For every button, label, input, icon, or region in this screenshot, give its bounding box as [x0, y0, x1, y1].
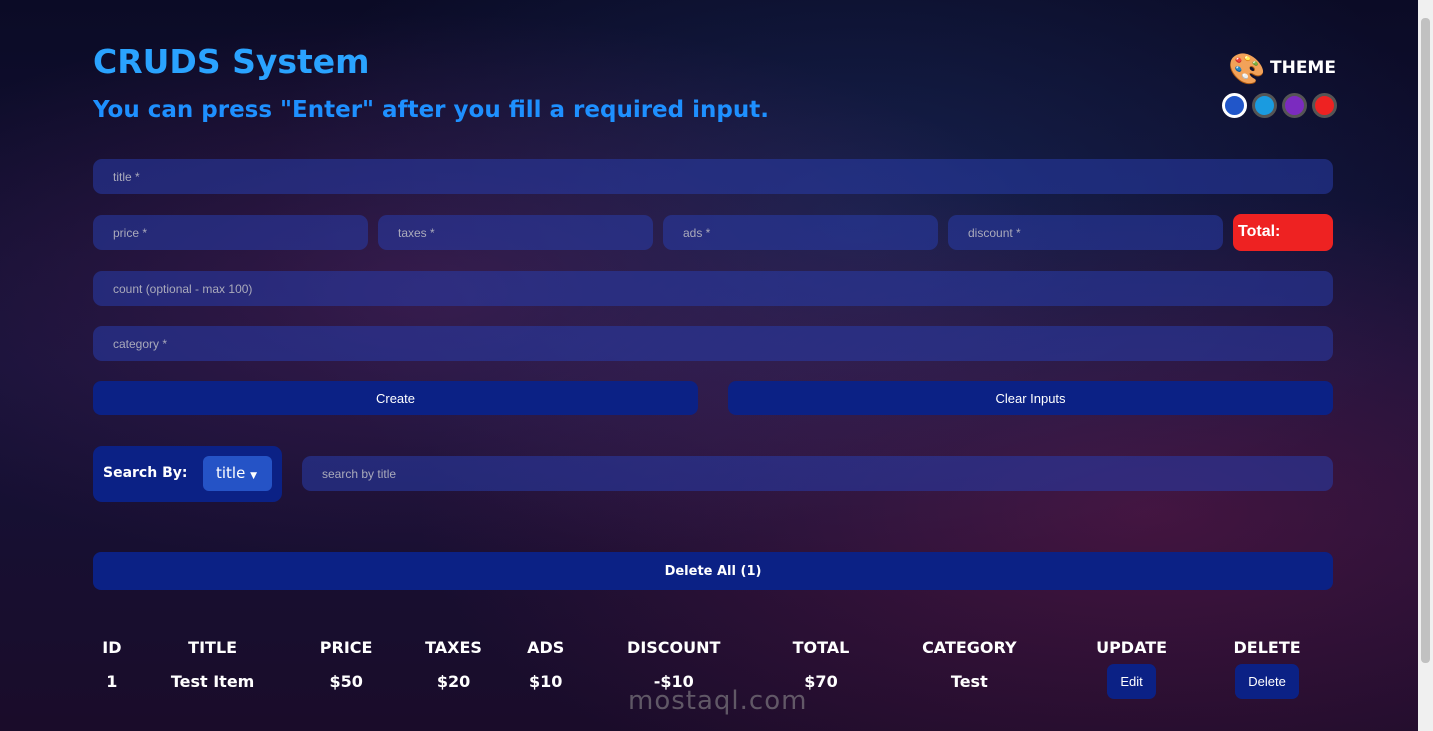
col-discount: DISCOUNT	[627, 637, 721, 657]
cell-title: Test Item	[170, 672, 255, 691]
scrollbar[interactable]	[1418, 0, 1433, 731]
theme-label: THEME	[1270, 58, 1336, 78]
col-id: ID	[102, 637, 122, 657]
search-by-box: Search By: title ▼	[93, 446, 282, 502]
total-display: Total:	[1233, 214, 1333, 251]
cell-category: Test	[950, 672, 988, 691]
theme-blue[interactable]	[1222, 93, 1247, 118]
price-input[interactable]	[93, 215, 368, 250]
search-input[interactable]	[302, 456, 1333, 491]
table-header: ID TITLE PRICE TAXES ADS DISCOUNT TOTAL …	[93, 630, 1333, 664]
col-category: CATEGORY	[922, 637, 1017, 657]
delete-button[interactable]: Delete	[1235, 664, 1299, 699]
col-title: TITLE	[188, 637, 238, 657]
caret-down-icon: ▼	[250, 471, 258, 481]
cell-discount: -$10	[653, 672, 694, 691]
col-price: PRICE	[319, 637, 373, 657]
cell-taxes: $20	[436, 672, 471, 691]
create-button[interactable]: Create	[93, 381, 698, 415]
cell-ads: $10	[529, 672, 563, 691]
products-table: ID TITLE PRICE TAXES ADS DISCOUNT TOTAL …	[93, 630, 1333, 699]
cell-total: $70	[804, 672, 838, 691]
palette-icon: 🎨	[1228, 52, 1266, 87]
title-input[interactable]	[93, 159, 1333, 194]
col-taxes: TAXES	[425, 637, 482, 657]
col-total: TOTAL	[792, 637, 850, 657]
discount-input[interactable]	[948, 215, 1223, 250]
theme-purple[interactable]	[1282, 93, 1307, 118]
category-input[interactable]	[93, 326, 1333, 361]
clear-inputs-button[interactable]: Clear Inputs	[728, 381, 1333, 415]
table-row: 1 Test Item $50 $20 $10 -$10 $70 Test Ed…	[93, 664, 1333, 699]
col-update: UPDATE	[1096, 637, 1168, 657]
theme-cyan[interactable]	[1252, 93, 1277, 118]
cell-id: 1	[106, 672, 118, 691]
ads-input[interactable]	[663, 215, 938, 250]
search-mode-dropdown[interactable]: title ▼	[203, 456, 272, 491]
watermark: mostaql.com	[628, 686, 808, 716]
hint-text: You can press "Enter" after you fill a r…	[93, 97, 769, 123]
cell-update: Edit	[1062, 664, 1201, 699]
edit-button[interactable]: Edit	[1107, 664, 1156, 699]
page-title: CRUDS System	[93, 42, 370, 81]
delete-all-button[interactable]: Delete All (1)	[93, 552, 1333, 590]
scrollbar-thumb[interactable]	[1421, 18, 1430, 663]
cell-price: $50	[329, 672, 363, 691]
theme-red[interactable]	[1312, 93, 1337, 118]
cell-delete: Delete	[1201, 664, 1333, 699]
search-mode-value: title	[216, 464, 246, 482]
count-input[interactable]	[93, 271, 1333, 306]
taxes-input[interactable]	[378, 215, 653, 250]
search-by-label: Search By:	[103, 465, 188, 481]
col-ads: ADS	[527, 637, 565, 657]
col-delete: DELETE	[1233, 637, 1301, 657]
